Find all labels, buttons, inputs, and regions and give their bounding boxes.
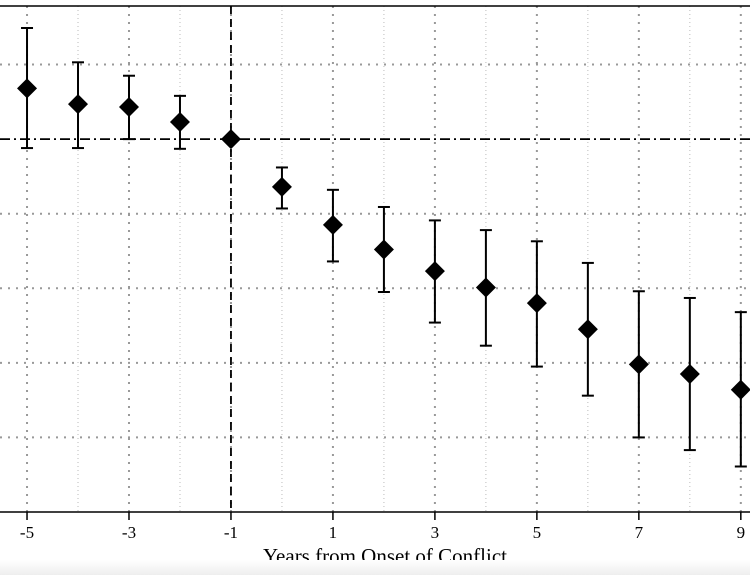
point-marker bbox=[424, 261, 445, 282]
point-marker bbox=[475, 277, 496, 298]
grid bbox=[0, 6, 750, 512]
point-marker bbox=[68, 94, 89, 115]
point-marker bbox=[322, 214, 343, 235]
point-marker bbox=[730, 379, 750, 400]
point-marker bbox=[373, 239, 394, 260]
x-tick-label: 1 bbox=[329, 523, 338, 542]
point-marker bbox=[118, 97, 139, 118]
x-tick-label: 9 bbox=[737, 523, 746, 542]
point-marker bbox=[17, 78, 38, 99]
x-tick-label: 3 bbox=[431, 523, 440, 542]
bottom-fade bbox=[0, 560, 750, 575]
x-tick-label: -3 bbox=[122, 523, 136, 542]
point-marker bbox=[220, 129, 241, 150]
x-tick-label: -5 bbox=[20, 523, 34, 542]
point-marker bbox=[577, 319, 598, 340]
point-marker bbox=[169, 111, 190, 132]
point-marker bbox=[628, 354, 649, 375]
x-tick-label: 5 bbox=[533, 523, 542, 542]
point-marker bbox=[526, 293, 547, 314]
x-tick-label: -1 bbox=[224, 523, 238, 542]
data-points bbox=[17, 27, 750, 468]
x-tick-label: 7 bbox=[635, 523, 644, 542]
point-marker bbox=[271, 176, 292, 197]
reference-lines bbox=[0, 6, 750, 512]
x-axis-ticks: -5 -3 -1 1 3 5 7 9 bbox=[20, 512, 745, 542]
point-marker bbox=[679, 364, 700, 385]
